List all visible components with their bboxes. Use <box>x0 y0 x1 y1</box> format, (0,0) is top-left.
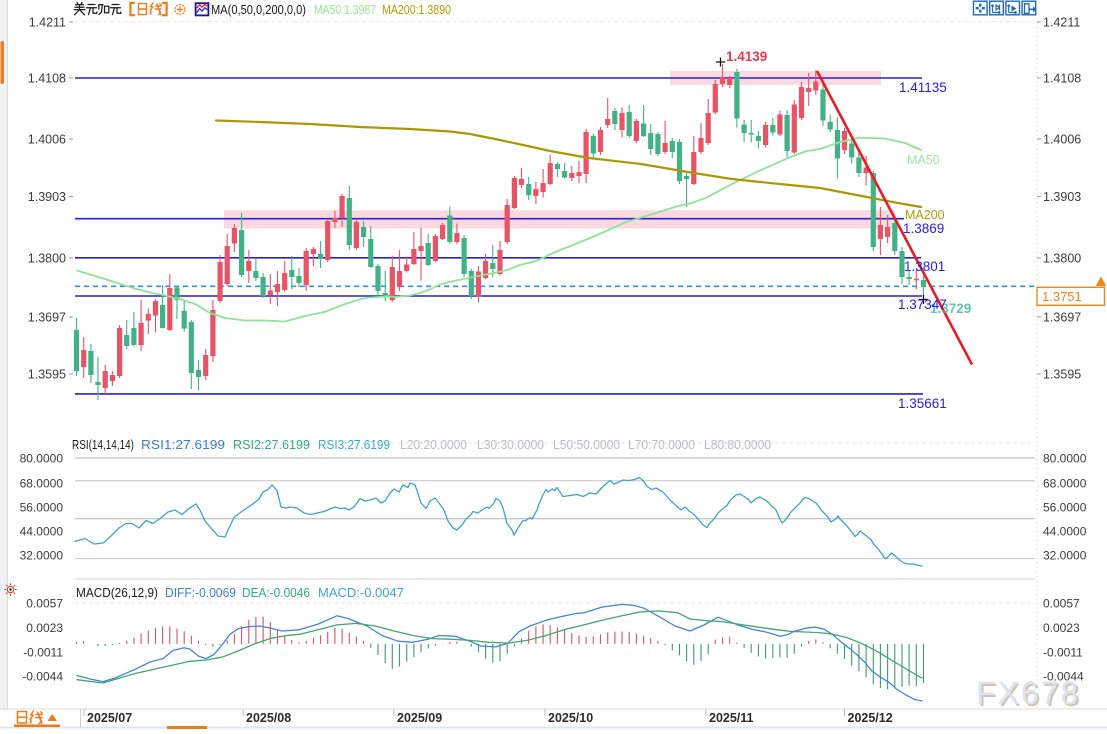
svg-text:0.0023: 0.0023 <box>1043 621 1080 635</box>
svg-text:1.3751: 1.3751 <box>1042 289 1082 304</box>
svg-text:1.3697: 1.3697 <box>28 311 66 325</box>
svg-text:FX678: FX678 <box>978 677 1082 713</box>
svg-text:0.0057: 0.0057 <box>1043 597 1080 611</box>
svg-text:2025/11: 2025/11 <box>709 711 754 725</box>
svg-text:FX678: FX678 <box>976 675 1080 711</box>
svg-text:MA(0,50,0,200,0,0): MA(0,50,0,200,0,0) <box>211 2 306 17</box>
svg-text:L70:70.0000: L70:70.0000 <box>628 438 695 452</box>
svg-text:1.4211: 1.4211 <box>1043 16 1080 30</box>
svg-text:68.0000: 68.0000 <box>1043 477 1087 491</box>
svg-text:-0.0044: -0.0044 <box>22 670 63 684</box>
svg-text:RSI3:27.6199: RSI3:27.6199 <box>318 438 390 452</box>
svg-text:DEA:-0.0046: DEA:-0.0046 <box>242 586 310 600</box>
svg-text:RSI1:27.6199: RSI1:27.6199 <box>141 438 225 452</box>
svg-text:32.0000: 32.0000 <box>1043 549 1087 563</box>
svg-text:1.3595: 1.3595 <box>28 368 66 382</box>
svg-text:RSI2:27.6199: RSI2:27.6199 <box>233 438 310 452</box>
svg-text:1.3697: 1.3697 <box>1043 311 1081 325</box>
svg-text:1.3903: 1.3903 <box>28 190 66 204</box>
svg-text:1.3800: 1.3800 <box>1043 252 1081 266</box>
svg-text:80.0000: 80.0000 <box>1043 452 1087 466</box>
svg-text:1.37347: 1.37347 <box>898 297 947 312</box>
svg-text:1.4006: 1.4006 <box>1043 133 1081 147</box>
svg-text:2025/09: 2025/09 <box>397 711 442 725</box>
svg-text:1.4006: 1.4006 <box>28 133 66 147</box>
svg-text:1.3800: 1.3800 <box>28 252 66 266</box>
svg-text:2025/10: 2025/10 <box>548 711 593 725</box>
svg-text:L80:80.0000: L80:80.0000 <box>704 438 771 452</box>
svg-text:-0.0011: -0.0011 <box>1043 645 1083 659</box>
svg-text:MA200: MA200 <box>905 208 945 222</box>
svg-text:-0.0011: -0.0011 <box>23 645 63 659</box>
svg-text:MACD(26,12,9): MACD(26,12,9) <box>76 586 158 600</box>
svg-text:1.35661: 1.35661 <box>898 396 947 411</box>
svg-text:0.0023: 0.0023 <box>26 621 63 635</box>
svg-text:56.0000: 56.0000 <box>20 501 64 515</box>
svg-text:DIFF:-0.0069: DIFF:-0.0069 <box>165 586 236 600</box>
svg-text:1.4108: 1.4108 <box>28 72 66 86</box>
svg-text:-0.0044: -0.0044 <box>1043 670 1084 684</box>
svg-text:MA50:1.3987: MA50:1.3987 <box>314 2 376 17</box>
svg-text:1.3729: 1.3729 <box>930 301 971 316</box>
svg-text:56.0000: 56.0000 <box>1043 501 1087 515</box>
svg-text:MACD:-0.0047: MACD:-0.0047 <box>318 586 404 600</box>
svg-text:68.0000: 68.0000 <box>20 477 64 491</box>
svg-text:1.4211: 1.4211 <box>29 16 66 30</box>
svg-text:RSI(14,14,14): RSI(14,14,14) <box>72 438 134 452</box>
svg-text:L50:50.0000: L50:50.0000 <box>553 438 620 452</box>
svg-text:L20:20.0000: L20:20.0000 <box>400 438 467 452</box>
svg-text:2025/07: 2025/07 <box>87 711 132 725</box>
svg-text:0.0057: 0.0057 <box>26 597 63 611</box>
svg-text:1.3903: 1.3903 <box>1043 190 1081 204</box>
svg-text:1.4108: 1.4108 <box>1043 72 1081 86</box>
svg-text:44.0000: 44.0000 <box>1043 525 1087 539</box>
svg-text:1.3801: 1.3801 <box>904 259 945 274</box>
svg-text:1.41135: 1.41135 <box>899 80 947 95</box>
svg-text:1.3869: 1.3869 <box>903 221 944 236</box>
svg-text:L30:30.0000: L30:30.0000 <box>477 438 544 452</box>
svg-text:1.4139: 1.4139 <box>726 49 767 64</box>
svg-text:MA200:1.3890: MA200:1.3890 <box>382 2 451 17</box>
svg-text:32.0000: 32.0000 <box>20 549 64 563</box>
svg-text:44.0000: 44.0000 <box>20 525 64 539</box>
svg-text:1.3595: 1.3595 <box>1043 368 1081 382</box>
svg-text:2025/08: 2025/08 <box>246 711 291 725</box>
svg-text:80.0000: 80.0000 <box>20 452 64 466</box>
svg-text:2025/12: 2025/12 <box>848 711 893 725</box>
svg-text:MA50: MA50 <box>907 153 940 167</box>
